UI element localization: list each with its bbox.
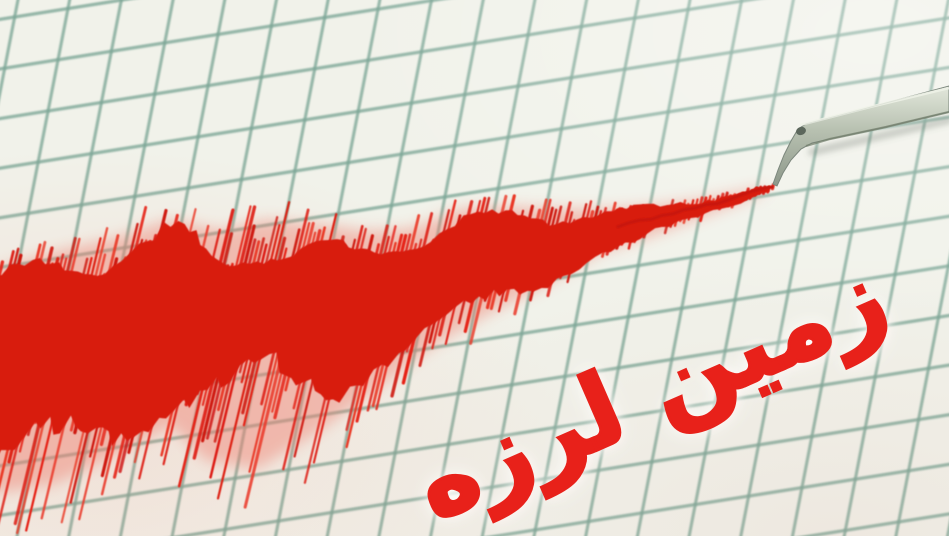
recorder-needle: [773, 86, 949, 186]
seismograph-trace: [0, 0, 949, 536]
news-graphic: زمين لرزه: [0, 0, 949, 536]
